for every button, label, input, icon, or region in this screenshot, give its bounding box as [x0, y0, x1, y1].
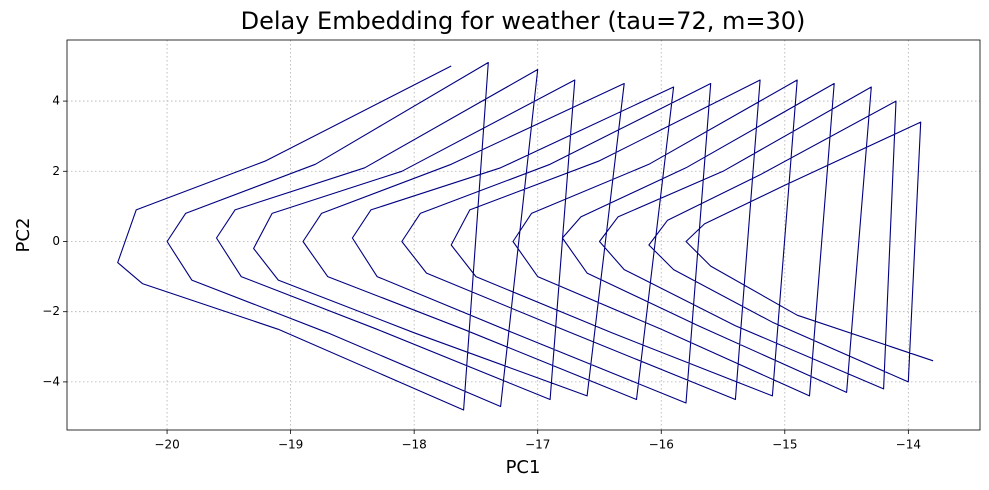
x-tick-label: −18 — [401, 438, 426, 452]
x-tick-label: −14 — [896, 438, 921, 452]
x-tick-label: −17 — [525, 438, 550, 452]
y-tick-label: 4 — [52, 94, 60, 108]
y-tick-label: 2 — [52, 164, 60, 178]
x-tick-label: −15 — [772, 438, 797, 452]
x-tick-label: −16 — [649, 438, 674, 452]
x-tick-label: −19 — [278, 438, 303, 452]
chart-title: Delay Embedding for weather (tau=72, m=3… — [241, 7, 806, 35]
trajectory-line — [117, 61, 934, 411]
y-tick-label: 0 — [52, 234, 60, 248]
x-tick-label: −20 — [154, 438, 179, 452]
y-tick-label: −4 — [42, 374, 60, 388]
y-axis-label: PC2 — [13, 218, 34, 253]
y-tick-label: −2 — [42, 304, 60, 318]
plot-frame — [66, 39, 981, 431]
x-axis-label: PC1 — [506, 457, 541, 478]
